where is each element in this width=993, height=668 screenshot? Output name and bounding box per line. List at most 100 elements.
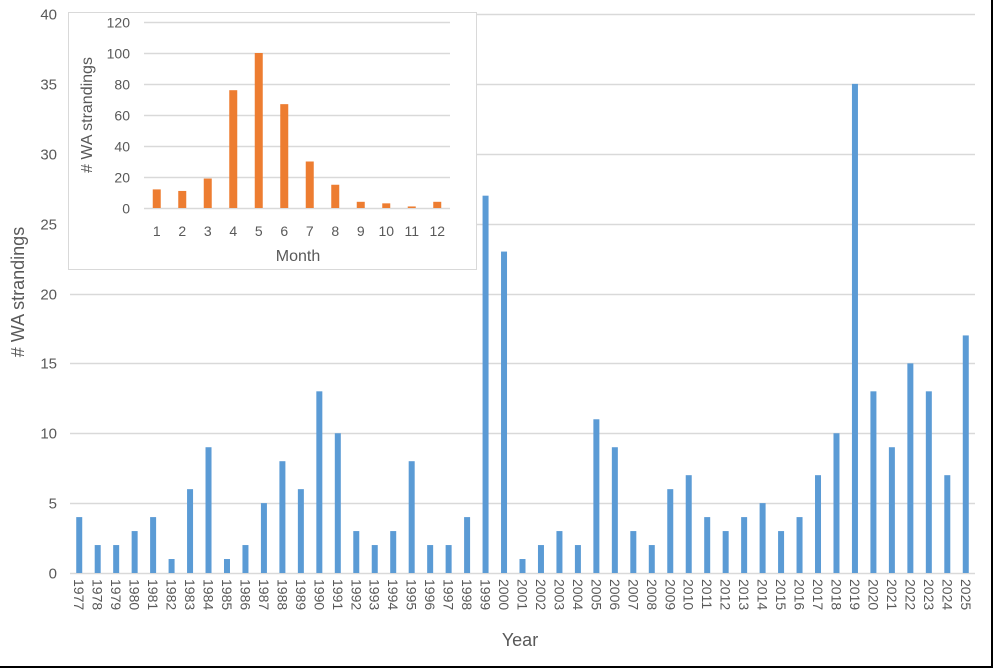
inset-bar-month-8 [331,184,340,208]
inset-bar-month-6 [280,104,289,208]
y-tick-label: 10 [40,426,57,443]
bar-1997 [445,545,452,573]
inset-bar-month-10 [382,203,391,208]
inset-x-tick-label: 12 [429,223,445,239]
x-tick-label: 2018 [828,579,844,610]
x-tick-label: 1996 [422,579,438,610]
x-tick-label: 1997 [441,579,457,610]
inset-bar-month-7 [305,161,314,208]
inset-x-axis-ticks: 1 2 3 4 5 6 7 8 9 10 11 12 [153,223,445,239]
x-tick-label: 2007 [625,579,641,610]
x-tick-label: 2025 [958,579,974,610]
x-tick-label: 2012 [718,579,734,610]
inset-y-axis-ticks: 0 20 40 60 80 100 120 [107,15,131,217]
bar-2019 [851,83,858,573]
bar-2014 [759,503,766,573]
bar-2012 [722,531,729,573]
x-tick-label: 2006 [607,579,623,610]
bar-2025 [962,335,969,573]
bar-2018 [833,433,840,573]
bar-1984 [205,447,212,573]
y-tick-label: 15 [40,356,57,373]
bar-1985 [223,559,230,573]
bar-2017 [815,475,822,573]
inset-y-tick-label: 60 [114,108,130,124]
bar-1995 [408,461,415,573]
inset-x-tick-label: 5 [255,223,263,239]
bar-2000 [501,251,508,573]
bar-2008 [648,545,655,573]
bar-1996 [427,545,434,573]
bar-1978 [94,545,101,573]
bar-1980 [131,531,138,573]
x-tick-label: 2013 [736,579,752,610]
x-tick-label: 2009 [662,579,678,610]
x-tick-label: 1989 [293,579,309,610]
bar-1990 [316,391,323,573]
inset-bars [152,53,442,208]
y-tick-label: 25 [40,217,57,234]
y-tick-label: 35 [40,77,57,94]
inset-frame [68,12,477,270]
inset-bar-month-9 [356,201,365,208]
y-tick-label: 30 [40,147,57,164]
bar-1994 [390,531,397,573]
x-tick-label: 1995 [404,579,420,610]
inset-y-axis-title: # WA strandings [79,57,96,173]
x-tick-label: 1979 [108,579,124,610]
bar-1986 [242,545,249,573]
bar-2004 [574,545,581,573]
main-x-axis-ticks: 1977 1978 1979 1980 1981 1982 1983 1984 1985 1986… [71,579,974,610]
x-tick-label: 1991 [330,579,346,610]
x-tick-label: 1993 [367,579,383,610]
bar-1991 [334,433,341,573]
inset-x-tick-label: 7 [306,223,314,239]
bar-2016 [796,517,803,573]
y-tick-label: 5 [49,496,57,513]
bar-2013 [741,517,748,573]
x-tick-label: 2001 [515,579,531,610]
inset-y-tick-label: 40 [114,139,130,155]
x-tick-label: 2022 [902,579,918,610]
x-tick-label: 2014 [755,579,771,610]
x-tick-label: 2023 [921,579,937,610]
x-tick-label: 1990 [311,579,327,610]
x-tick-label: 1998 [459,579,475,610]
bar-2009 [667,489,674,573]
x-tick-label: 1982 [164,579,180,610]
bar-2005 [593,419,600,573]
x-tick-label: 2024 [939,579,955,610]
inset-x-tick-label: 10 [378,223,394,239]
bar-2023 [925,391,932,573]
x-tick-label: 1987 [256,579,272,610]
x-tick-label: 1992 [348,579,364,610]
y-tick-label: 0 [49,566,57,583]
bar-2021 [888,447,895,573]
bar-1993 [371,545,378,573]
bar-1998 [464,517,471,573]
main-x-axis-title: Year [502,630,538,650]
main-y-axis-ticks: 0 5 10 15 20 25 30 35 40 [40,7,57,583]
inset-x-tick-label: 11 [404,223,419,239]
x-tick-label: 1985 [219,579,235,610]
bar-1977 [76,517,83,573]
y-tick-label: 40 [40,7,57,24]
inset-x-tick-label: 2 [178,223,186,239]
bar-2010 [685,475,692,573]
x-tick-label: 2020 [865,579,881,610]
bar-1988 [279,461,286,573]
x-tick-label: 2011 [699,579,715,609]
x-tick-label: 1988 [274,579,290,610]
x-tick-label: 2008 [644,579,660,610]
x-tick-label: 1986 [237,579,253,610]
x-tick-label: 2000 [496,579,512,610]
bar-1987 [260,503,267,573]
bar-2024 [944,475,951,573]
inset-y-tick-label: 100 [107,46,131,62]
x-tick-label: 1984 [201,579,217,610]
bar-1983 [187,489,194,573]
bar-1982 [168,559,175,573]
